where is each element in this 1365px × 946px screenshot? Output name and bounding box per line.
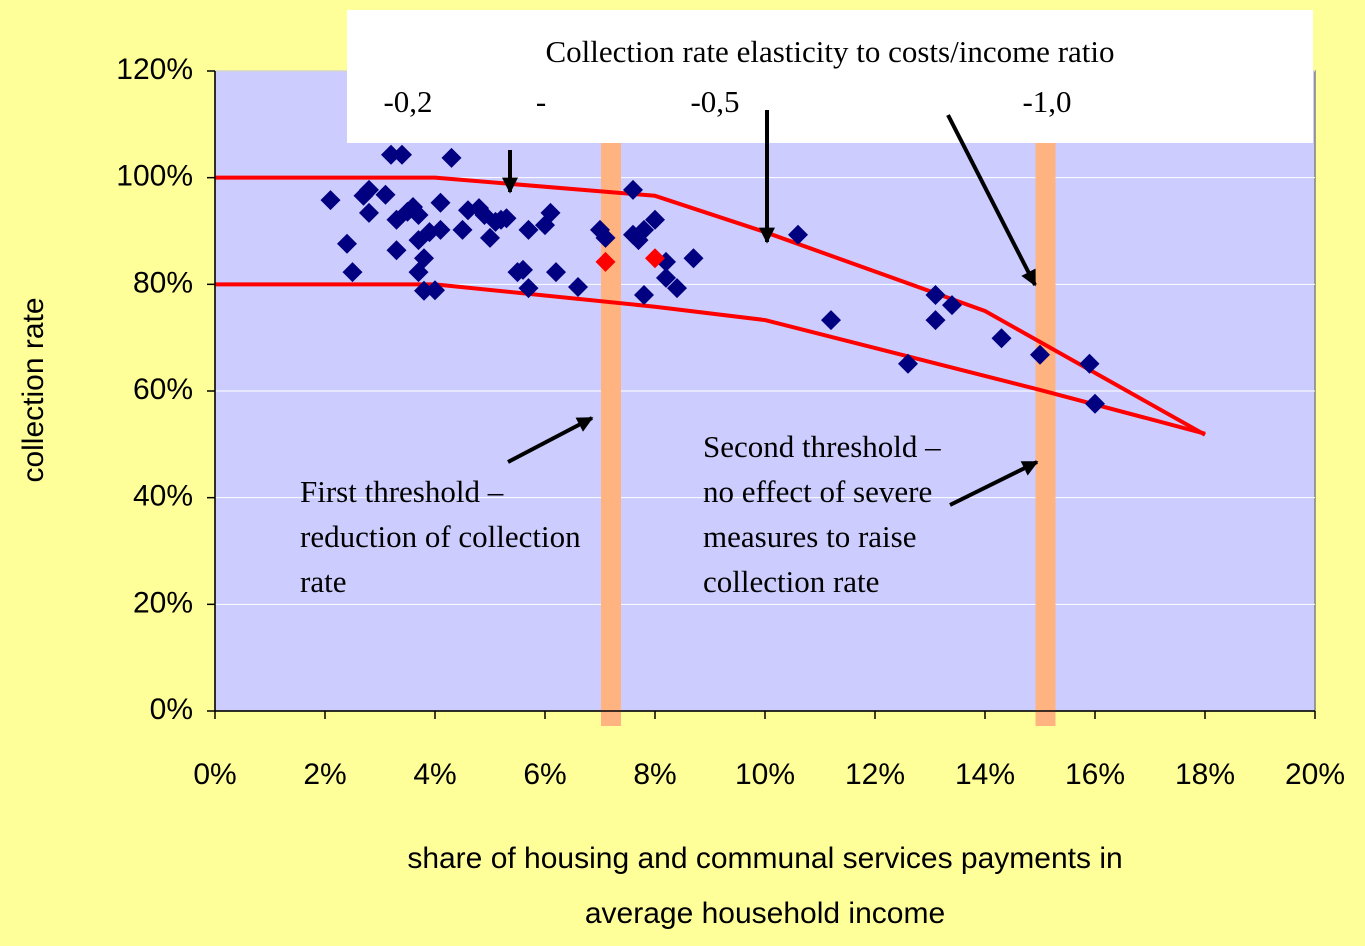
point: [392, 144, 412, 165]
point: [480, 227, 500, 248]
x-tick-label: 0%: [193, 758, 236, 791]
point: [375, 184, 396, 205]
x-tick-label: 2%: [303, 758, 346, 791]
x-tick-label: 12%: [845, 758, 905, 791]
point: [496, 208, 517, 229]
point: [634, 285, 654, 305]
point: [788, 224, 808, 245]
arrow: [949, 460, 1039, 507]
y-tick-label: 80%: [133, 266, 193, 299]
point: [595, 227, 616, 248]
point: [425, 280, 445, 301]
x-axis-title: average household income: [585, 897, 945, 930]
point: [595, 251, 616, 272]
point: [546, 262, 566, 283]
point: [925, 310, 946, 331]
point: [634, 219, 654, 240]
point: [925, 285, 946, 305]
point: [667, 278, 687, 299]
x-tick-label: 4%: [413, 758, 456, 791]
point: [452, 219, 473, 240]
point: [518, 278, 539, 299]
y-tick-label: 60%: [133, 373, 193, 406]
annotation-text: no effect of severe: [703, 474, 932, 509]
point: [683, 248, 704, 269]
point: [991, 328, 1012, 349]
annotation-text: rate: [300, 564, 346, 599]
y-tick-label: 20%: [133, 586, 193, 619]
points: [320, 144, 1105, 414]
arrow: [507, 416, 594, 464]
point: [430, 192, 451, 213]
x-tick-label: 18%: [1175, 758, 1235, 791]
point: [414, 280, 434, 301]
point: [359, 202, 379, 223]
x-tick-label: 20%: [1285, 758, 1345, 791]
annotation-text: measures to raise: [703, 519, 916, 554]
boundary-line: [215, 282, 1206, 436]
point: [430, 219, 451, 240]
annotation-text: reduction of collection: [300, 519, 581, 554]
x-tick-label: 16%: [1065, 758, 1125, 791]
point: [1030, 344, 1050, 365]
annotation-text: collection rate: [703, 564, 879, 599]
threshold-bands: [601, 143, 1056, 726]
point: [656, 267, 676, 288]
point: [656, 251, 676, 272]
elasticity-label: -: [536, 84, 546, 119]
y-axis-title: collection rate: [17, 297, 50, 482]
elasticity-title: Collection rate elasticity to costs/inco…: [545, 34, 1114, 69]
y-tick-label: 120%: [116, 53, 193, 86]
point: [1079, 353, 1100, 374]
annotation-box: [347, 10, 1313, 143]
annotation-text: First threshold –: [300, 474, 504, 509]
y-tick-label: 100%: [116, 160, 193, 193]
elasticity-label: -1,0: [1022, 84, 1071, 119]
point: [540, 202, 561, 223]
point: [942, 295, 962, 316]
axes: 0% 20% 40% 60% 80% 100% 120% 0% 2% 4% 6% 8% 10% 12% 14…: [116, 53, 1345, 791]
point: [320, 190, 341, 211]
y-tick-label: 40%: [133, 480, 193, 513]
point: [414, 248, 434, 269]
x-tick-label: 10%: [735, 758, 795, 791]
point: [1085, 393, 1105, 414]
elasticity-label: -0,5: [690, 84, 739, 119]
point: [645, 209, 665, 230]
point: [359, 179, 379, 200]
point: [568, 277, 588, 297]
point: [821, 310, 841, 331]
x-axis-title: share of housing and communal services p…: [407, 842, 1122, 875]
elasticity-label: -0,2: [383, 84, 432, 119]
boundary-lines: [215, 175, 1206, 437]
point: [645, 248, 665, 269]
x-tick-label: 8%: [633, 758, 676, 791]
x-tick-label: 6%: [523, 758, 566, 791]
y-tick-label: 0%: [150, 693, 193, 726]
point: [518, 219, 539, 240]
annotation-text: Second threshold –: [703, 429, 941, 464]
point: [342, 262, 363, 283]
point: [513, 259, 533, 280]
point: [337, 233, 357, 254]
boundary-line: [215, 175, 1206, 437]
arrow: [946, 114, 1037, 287]
threshold-band: [601, 143, 621, 726]
point: [441, 147, 462, 168]
threshold-band: [1035, 143, 1056, 726]
point: [386, 240, 407, 261]
point: [408, 205, 429, 225]
x-tick-label: 14%: [955, 758, 1015, 791]
point: [623, 179, 643, 200]
point: [381, 144, 401, 165]
arrows: [502, 110, 1039, 507]
point: [898, 353, 918, 374]
